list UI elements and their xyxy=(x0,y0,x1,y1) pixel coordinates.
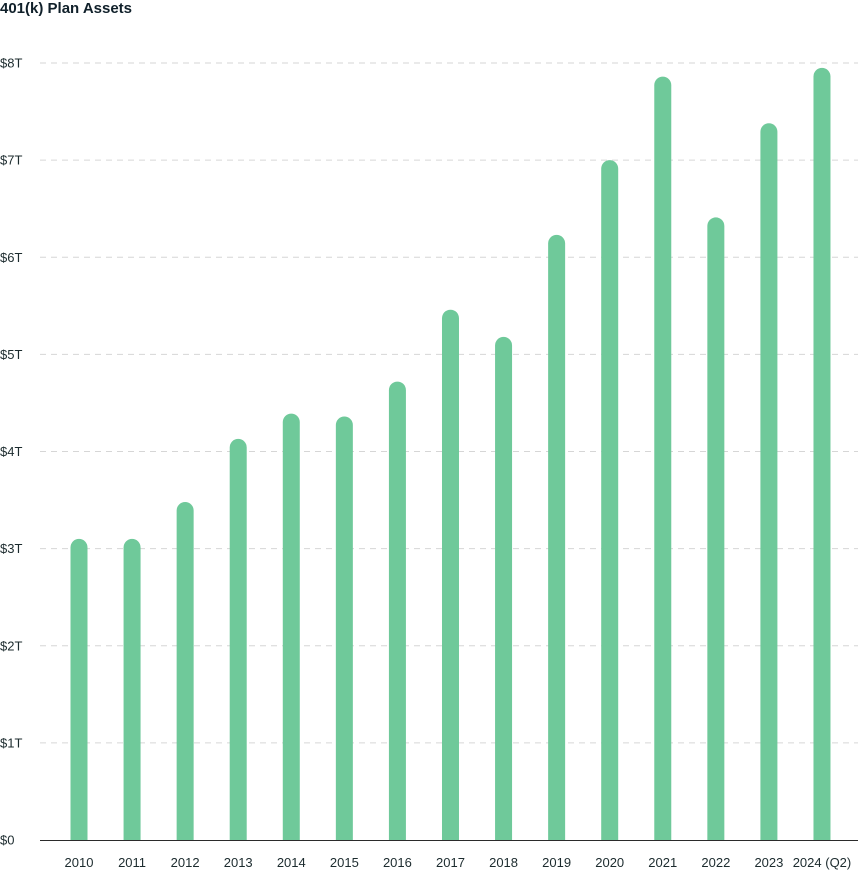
bar-2022 xyxy=(707,217,725,840)
x-tick-label: 2017 xyxy=(436,855,465,870)
y-tick-label: $0 xyxy=(0,833,14,848)
y-tick-label: $2T xyxy=(0,638,22,653)
y-tick-label: $8T xyxy=(0,56,22,71)
y-tick-label: $7T xyxy=(0,153,22,168)
y-tick-label: $3T xyxy=(0,541,22,556)
bar-2018 xyxy=(495,336,513,840)
bar-2017 xyxy=(441,309,459,840)
x-tick-label: 2023 xyxy=(754,855,783,870)
y-axis-labels: $0 $1T $2T $3T $4T $5T $6T $7T $8T xyxy=(0,56,22,848)
y-tick-label: $5T xyxy=(0,347,22,362)
x-tick-label: 2020 xyxy=(595,855,624,870)
bar-2013 xyxy=(229,438,247,840)
bar-2021 xyxy=(654,76,672,840)
x-tick-label: 2010 xyxy=(65,855,94,870)
x-tick-label: 2015 xyxy=(330,855,359,870)
x-tick-label: 2012 xyxy=(171,855,200,870)
x-axis-labels: 2010 2011 2012 2013 2014 2015 2016 2017 2018 2019… xyxy=(65,855,852,870)
bar-2024-Q2 xyxy=(813,67,831,840)
bar-2012 xyxy=(176,502,194,840)
x-tick-label: 2011 xyxy=(118,855,146,870)
bar-2011 xyxy=(123,538,141,840)
bar-2015 xyxy=(335,416,353,840)
chart-title: 401(k) Plan Assets xyxy=(0,0,133,17)
x-tick-label: 2019 xyxy=(542,855,571,870)
bar-2010 xyxy=(70,538,88,840)
y-tick-label: $1T xyxy=(0,735,22,750)
x-tick-label: 2018 xyxy=(489,855,518,870)
x-tick-label: 2021 xyxy=(648,855,677,870)
x-tick-label: 2024 (Q2) xyxy=(793,855,852,870)
bar-2023 xyxy=(760,123,778,840)
x-tick-label: 2022 xyxy=(701,855,730,870)
x-tick-label: 2013 xyxy=(224,855,253,870)
y-tick-label: $4T xyxy=(0,444,22,459)
y-tick-label: $6T xyxy=(0,250,22,265)
bar-2019 xyxy=(548,234,566,840)
x-tick-label: 2016 xyxy=(383,855,412,870)
bar-2016 xyxy=(388,381,406,840)
bars xyxy=(70,67,831,840)
bar-2014 xyxy=(282,413,300,840)
bar-2020 xyxy=(601,160,619,840)
x-tick-label: 2014 xyxy=(277,855,306,870)
